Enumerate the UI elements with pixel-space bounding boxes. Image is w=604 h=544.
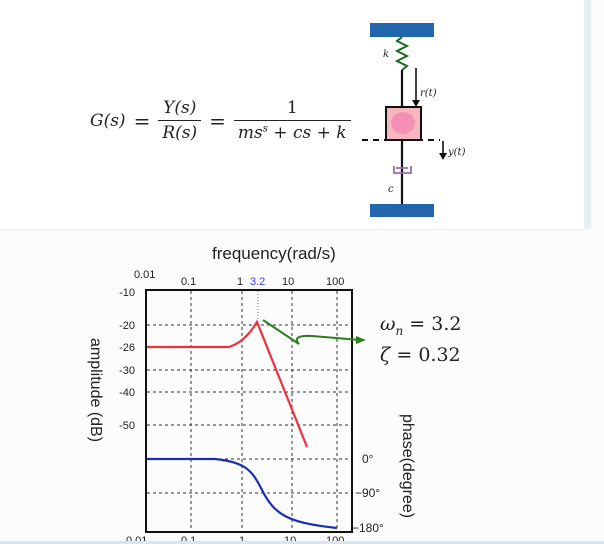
damping-ratio: ζ = 0.32 <box>380 343 461 367</box>
tf-ratio: Y(s) R(s) <box>158 98 202 143</box>
bottom-wall <box>370 204 434 217</box>
y-axis-label-left: amplitude (dB) <box>87 338 104 443</box>
tick-top-0.1: 0.1 <box>181 276 196 288</box>
output-label: y(t) <box>447 147 466 158</box>
tick-top-3.2: 3.2 <box>250 276 265 288</box>
top-wall <box>370 23 434 37</box>
omega-subscript: n <box>395 323 404 338</box>
tf-ratio-numerator: Y(s) <box>163 98 197 118</box>
tick-amp--26: -26 <box>119 342 135 354</box>
tick-top-10: 10 <box>282 276 294 288</box>
tf-den-m: ms <box>237 123 263 143</box>
input-label: r(t) <box>420 88 437 99</box>
top-x-ticks: 0.01 0.1 1 3.2 10 100 <box>134 269 344 288</box>
tf-den-rest: + cs + k <box>267 123 347 143</box>
mass-spring-damper-diagram: k r(t) y(t) c <box>362 23 466 217</box>
omega-symbol: ω <box>380 313 396 335</box>
tf-equals-1: = <box>133 108 151 133</box>
tf-lhs: G(s) <box>90 110 126 131</box>
tick-phase--90: −90° <box>355 486 380 500</box>
tick-bottom-10: 10 <box>284 535 296 544</box>
phase-ticks: 0° −90° −180° <box>352 452 384 535</box>
tf-denominator: mss + cs + k <box>233 120 351 143</box>
tick-amp--50: -50 <box>119 420 135 432</box>
damper-label: c <box>388 184 394 195</box>
tf-den-exp: s <box>262 123 268 135</box>
tick-top-1: 1 <box>237 276 243 288</box>
input-arrowhead-icon <box>412 100 420 107</box>
damper-icon <box>393 166 412 174</box>
grid-lines <box>147 291 351 531</box>
zeta-symbol: ζ <box>380 343 391 366</box>
bottom-bar <box>0 541 604 544</box>
natural-frequency: ωn = 3.2 <box>380 312 461 343</box>
tick-top-0.01: 0.01 <box>134 269 155 281</box>
tick-phase--180: −180° <box>352 521 384 535</box>
zeta-value: = 0.32 <box>396 343 461 366</box>
tick-bottom-0.01: 0.01 <box>126 535 147 544</box>
omega-value: = 3.2 <box>409 313 462 335</box>
annotation-arrowhead-icon <box>356 336 366 344</box>
tf-numerator: 1 <box>286 98 298 118</box>
tf-ratio-denominator: R(s) <box>158 120 202 143</box>
bottom-x-ticks: 0.01 0.1 1 10 100 <box>126 535 344 544</box>
tf-equals-2: = <box>209 108 226 133</box>
spring-label: k <box>383 49 389 60</box>
spring-icon <box>394 36 410 71</box>
panel-scrollbar-strip <box>584 0 591 229</box>
chart-title: frequency(rad/s) <box>212 244 336 263</box>
tick-bottom-1: 1 <box>239 535 245 544</box>
tick-bottom-100: 100 <box>326 535 344 544</box>
output-arrowhead-icon <box>439 153 447 160</box>
tick-amp--20: -20 <box>119 320 135 332</box>
plot-frame <box>145 289 353 533</box>
tick-phase-0: 0° <box>362 452 374 466</box>
tick-amp--10: -10 <box>119 287 135 299</box>
transfer-function: G(s) = Y(s) R(s) = 1 mss + cs + k <box>90 98 351 143</box>
tick-amp--40: -40 <box>119 387 135 399</box>
tick-bottom-0.1: 0.1 <box>181 535 196 544</box>
amplitude-ticks: -10 -20 -26 -30 -40 -50 <box>119 287 135 432</box>
annotation-arrow <box>262 319 361 345</box>
tf-fraction: 1 mss + cs + k <box>233 98 351 143</box>
phase-curve <box>147 457 338 530</box>
model-panel <box>0 0 584 230</box>
tick-top-100: 100 <box>326 276 344 288</box>
tick-amp--30: -30 <box>119 365 135 377</box>
parameter-annotation: ωn = 3.2 ζ = 0.32 <box>380 312 461 367</box>
y-axis-label-right: phase(degree) <box>399 414 416 519</box>
amplitude-curve <box>147 319 309 448</box>
mass-highlight <box>391 112 415 134</box>
